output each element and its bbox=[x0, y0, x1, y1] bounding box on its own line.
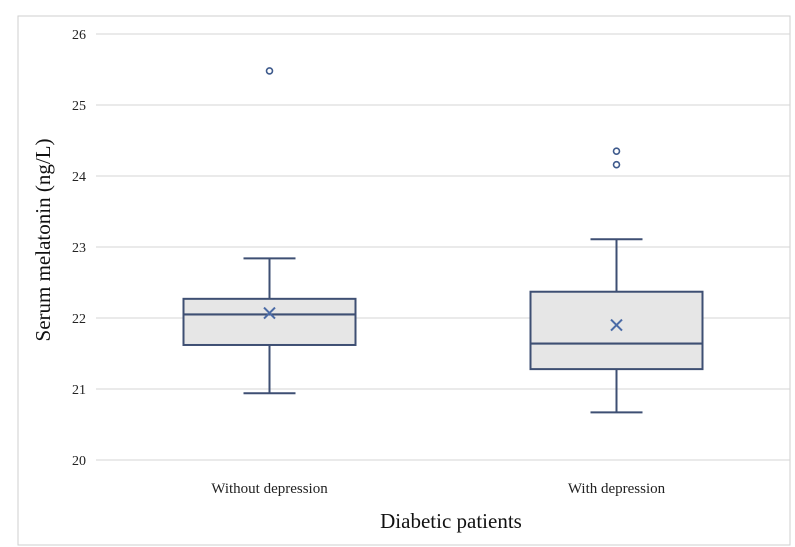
y-tick-label-5: 25 bbox=[72, 99, 86, 114]
y-axis-title: Serum melatonin (ng/L) bbox=[31, 139, 55, 342]
y-tick-label-2: 22 bbox=[72, 312, 86, 327]
outlier-point-0-0 bbox=[265, 67, 274, 75]
mean-stroke-b-1 bbox=[610, 318, 623, 332]
x-category-label-0: Without depression bbox=[211, 481, 328, 497]
y-tick-label-6: 26 bbox=[72, 28, 86, 43]
box-0 bbox=[182, 67, 357, 395]
mean-marker-1 bbox=[610, 318, 623, 332]
iqr-box-1 bbox=[529, 290, 704, 371]
y-axis-ticks: 20 21 22 23 24 25 26 bbox=[72, 28, 86, 469]
y-tick-label-0: 20 bbox=[72, 454, 86, 469]
x-category-label-1: With depression bbox=[568, 481, 666, 497]
y-tick-label-4: 24 bbox=[72, 170, 86, 185]
x-axis-title: Diabetic patients bbox=[380, 509, 522, 533]
box-1 bbox=[529, 147, 704, 414]
outlier-point-1-1 bbox=[612, 160, 621, 169]
mean-marker-0 bbox=[263, 306, 276, 320]
y-tick-label-1: 21 bbox=[72, 383, 86, 398]
y-tick-label-3: 23 bbox=[72, 241, 86, 256]
x-axis-categories: Without depression With depression bbox=[211, 481, 665, 497]
box-series bbox=[182, 67, 704, 414]
outlier-point-1-0 bbox=[612, 147, 621, 155]
iqr-box-0 bbox=[182, 297, 357, 346]
mean-stroke-b-0 bbox=[263, 306, 276, 320]
chart-frame bbox=[17, 15, 791, 546]
